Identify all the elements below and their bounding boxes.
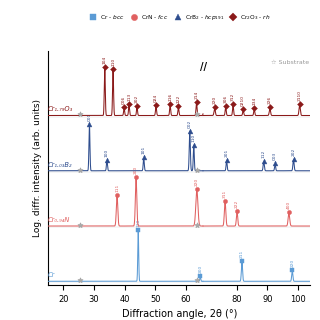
Text: 111: 111 (115, 184, 119, 192)
Legend: Cr - $bcc$, CrN - $fcc$, CrB$_2$ - $hcp_{191}$, Cr$_2$O$_3$ - $rh$: Cr - $bcc$, CrN - $fcc$, CrB$_2$ - $hcp_… (88, 13, 271, 22)
Text: 220: 220 (195, 178, 199, 186)
Text: 306: 306 (224, 95, 228, 103)
Text: ☆ Substrate: ☆ Substrate (271, 60, 309, 65)
X-axis label: Diffraction angle, 2θ (°): Diffraction angle, 2θ (°) (122, 309, 237, 319)
Text: Cr: Cr (47, 272, 55, 278)
Text: Cr₀.₉₄N: Cr₀.₉₄N (47, 217, 70, 223)
Text: 214: 214 (195, 91, 198, 99)
Text: 220: 220 (213, 96, 217, 104)
Text: 202: 202 (135, 95, 139, 103)
Text: 113: 113 (127, 93, 131, 101)
Text: 211: 211 (240, 250, 244, 258)
Text: 2110: 2110 (298, 91, 302, 101)
Text: 200: 200 (198, 265, 202, 273)
Text: 101: 101 (142, 146, 146, 154)
Text: 006: 006 (122, 96, 126, 104)
Text: 112: 112 (262, 149, 266, 158)
Text: 226: 226 (268, 96, 272, 104)
Text: 104: 104 (103, 55, 107, 64)
Text: 200: 200 (134, 166, 138, 174)
Text: 003: 003 (273, 152, 277, 160)
Text: 110: 110 (136, 219, 140, 227)
Y-axis label: Log. diffr. intensity (arb. units): Log. diffr. intensity (arb. units) (34, 99, 43, 237)
Text: 110: 110 (192, 133, 196, 142)
Text: 220: 220 (290, 259, 294, 267)
Text: 400: 400 (287, 201, 291, 210)
Text: 001: 001 (87, 112, 92, 121)
Text: 110: 110 (111, 58, 115, 66)
Text: 134: 134 (252, 97, 256, 105)
Text: 312: 312 (231, 93, 235, 101)
Text: 122: 122 (176, 95, 180, 103)
Text: Cr₁.₇₉O₃: Cr₁.₇₉O₃ (47, 107, 73, 113)
Text: Cr₁.₀₃B₂: Cr₁.₀₃B₂ (47, 162, 72, 168)
Text: 202: 202 (292, 148, 296, 156)
Text: 222: 222 (235, 200, 239, 208)
Text: 100: 100 (105, 148, 109, 157)
Text: 201: 201 (225, 148, 228, 157)
Text: 0210: 0210 (241, 95, 245, 106)
Text: 116: 116 (168, 93, 172, 101)
Text: 311: 311 (223, 190, 227, 198)
Text: //: // (200, 62, 207, 72)
Text: 002: 002 (188, 119, 192, 128)
Text: 024: 024 (154, 94, 158, 102)
